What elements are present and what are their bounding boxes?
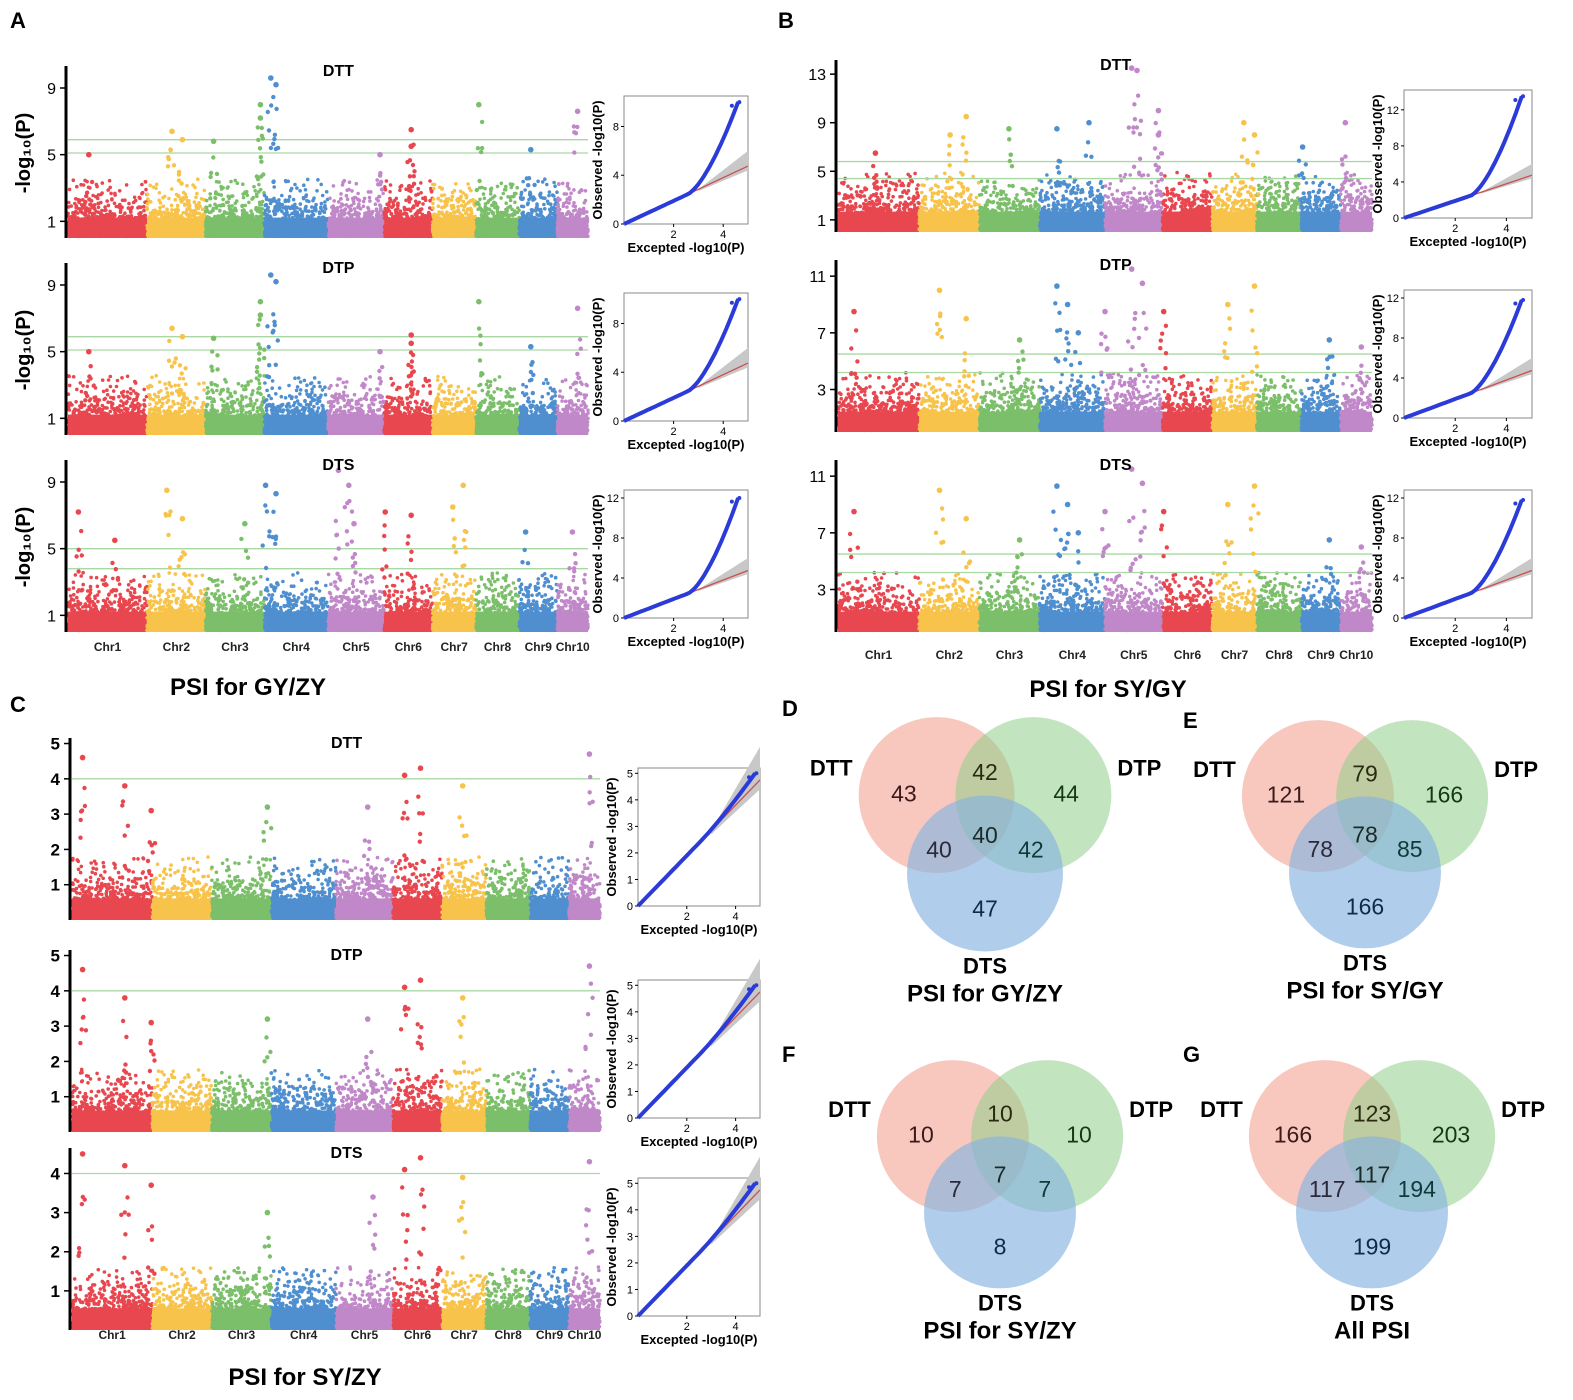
snp-point — [101, 181, 105, 185]
snp-point — [132, 201, 136, 205]
snp-point — [95, 185, 99, 189]
snp-point — [72, 178, 76, 182]
snp-point — [105, 199, 109, 203]
snp-point — [118, 189, 122, 193]
snp-point — [113, 192, 117, 196]
snp-points — [66, 177, 590, 238]
snp-point — [109, 192, 113, 196]
snp-point — [125, 183, 129, 187]
snp-point — [139, 205, 143, 209]
snp-point — [110, 197, 114, 201]
snp-point — [108, 179, 112, 183]
panel-label: A — [10, 8, 26, 33]
snp-point — [76, 211, 80, 215]
snp-point — [144, 188, 148, 192]
snp-point — [104, 208, 108, 212]
snp-point — [141, 191, 145, 195]
snp-point — [144, 180, 148, 184]
snp-point — [113, 202, 117, 206]
snp-point — [133, 196, 137, 200]
snp-point — [83, 179, 87, 183]
snp-point — [140, 183, 144, 187]
snp-point — [97, 206, 101, 210]
figure-canvas: A 159-log₁₀(P)DTT0482 4Excepted -log10(P)O… — [0, 0, 1573, 1400]
